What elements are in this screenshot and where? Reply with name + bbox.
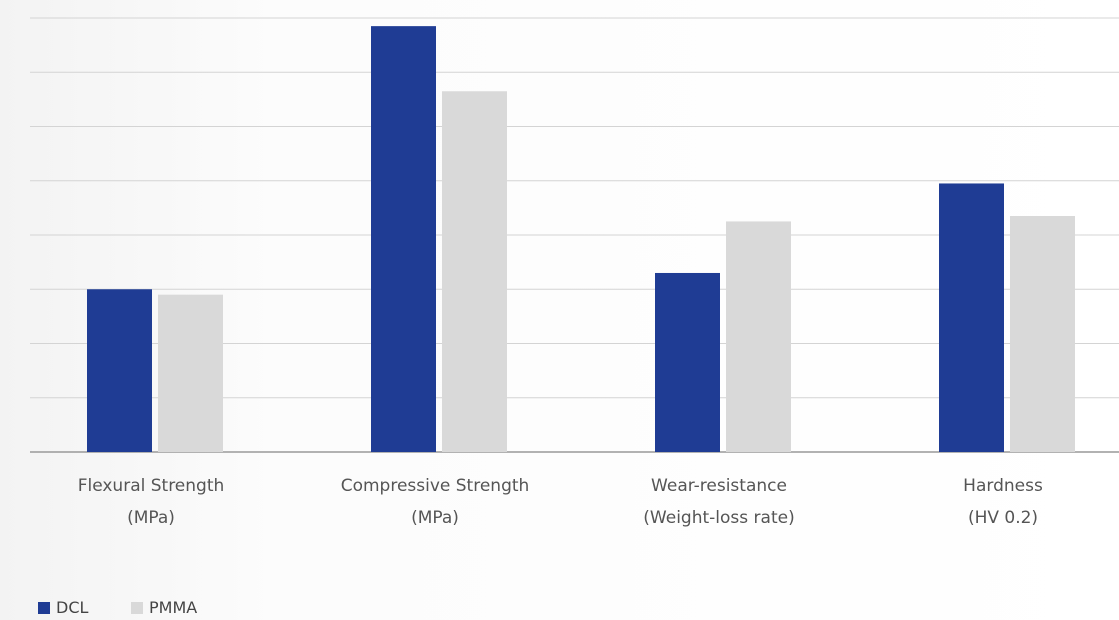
bar: [655, 272, 720, 452]
bar: [442, 91, 507, 453]
bar: [371, 26, 436, 452]
x-tick-label: Wear-resistance (Weight-loss rate): [643, 476, 795, 528]
legend-label: PMMA: [149, 598, 198, 617]
x-tick-label: Flexural Strength (MPa): [77, 476, 225, 528]
legend-swatch: [38, 602, 50, 614]
bar: [158, 294, 223, 452]
legend-label: DCL: [56, 598, 89, 617]
bar: [1010, 216, 1075, 452]
x-tick-label: Hardness (HV 0.2): [963, 476, 1043, 528]
bar: [939, 183, 1004, 452]
bar: [726, 221, 791, 452]
legend-swatch: [131, 602, 143, 614]
x-tick-label: Compressive Strength (MPa): [340, 476, 530, 528]
bar: [87, 289, 152, 452]
